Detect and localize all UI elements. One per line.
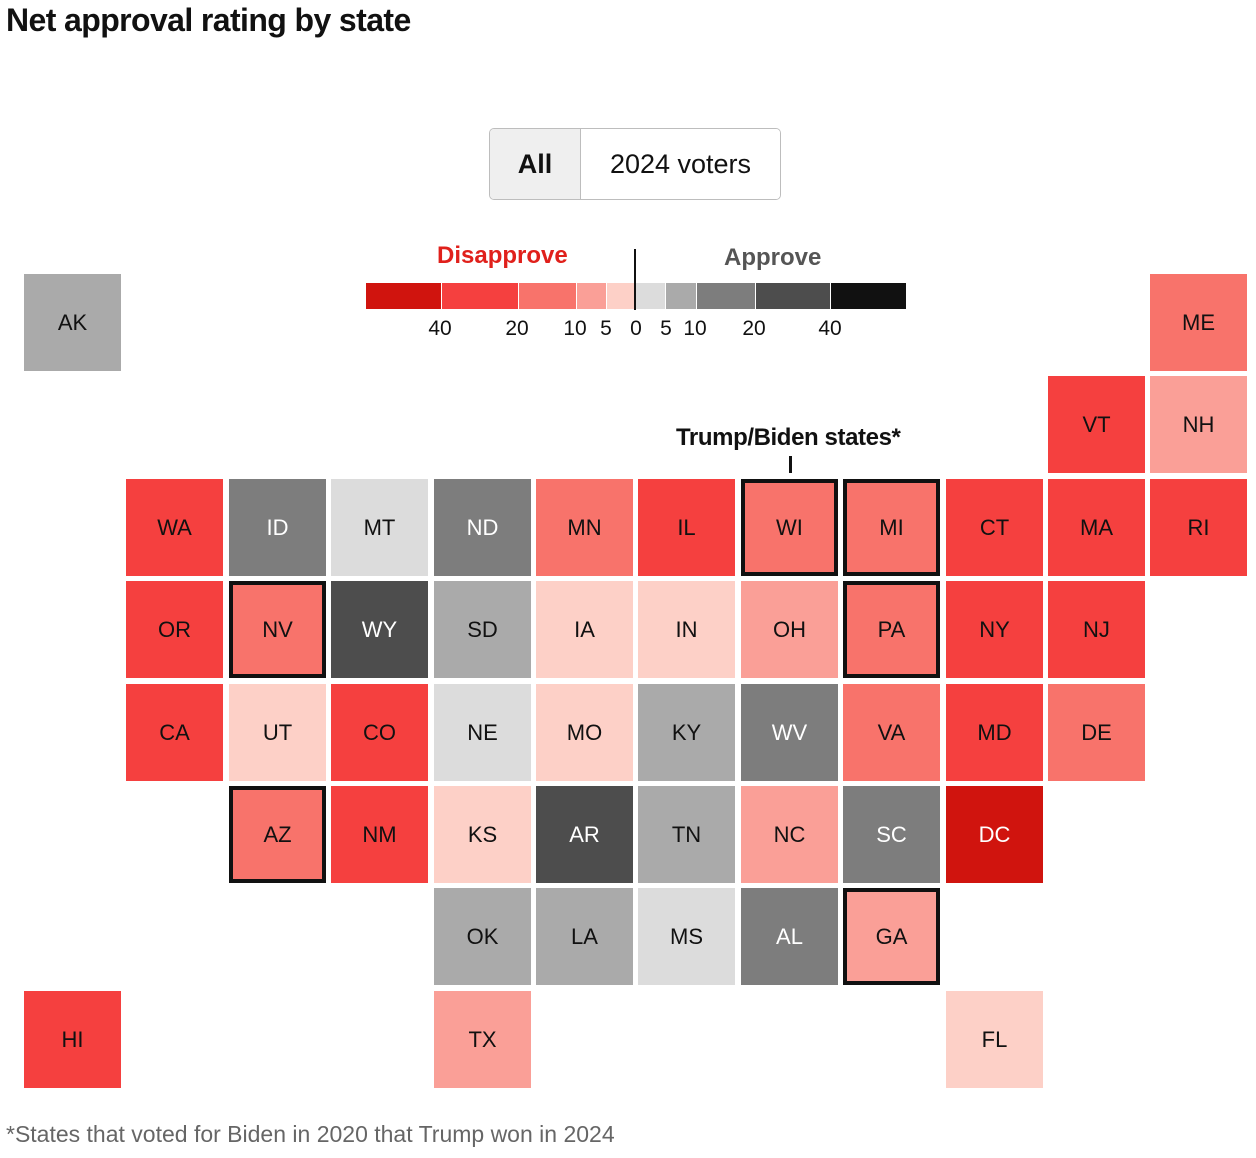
state-tile-ks[interactable]: KS <box>434 786 531 883</box>
state-tile-co[interactable]: CO <box>331 684 428 781</box>
state-tile-nd[interactable]: ND <box>434 479 531 576</box>
legend-swatch-approve <box>831 283 906 309</box>
legend-zero-line <box>634 249 636 310</box>
state-tile-fl[interactable]: FL <box>946 991 1043 1088</box>
state-tile-de[interactable]: DE <box>1048 684 1145 781</box>
state-tile-ms[interactable]: MS <box>638 888 735 985</box>
state-tile-dc[interactable]: DC <box>946 786 1043 883</box>
state-tile-wi[interactable]: WI <box>741 479 838 576</box>
legend-swatch-approve <box>666 283 696 309</box>
state-tile-wv[interactable]: WV <box>741 684 838 781</box>
legend-swatch-disapprove <box>366 283 441 309</box>
state-tile-mt[interactable]: MT <box>331 479 428 576</box>
state-tile-ak[interactable]: AK <box>24 274 121 371</box>
state-tile-sc[interactable]: SC <box>843 786 940 883</box>
state-tile-ia[interactable]: IA <box>536 581 633 678</box>
swing-states-annotation: Trump/Biden states* <box>676 424 901 451</box>
state-tile-sd[interactable]: SD <box>434 581 531 678</box>
population-toggle[interactable]: All 2024 voters <box>489 128 781 200</box>
legend-tick: 10 <box>563 317 587 340</box>
state-tile-pa[interactable]: PA <box>843 581 940 678</box>
state-tile-nh[interactable]: NH <box>1150 376 1247 473</box>
state-tile-or[interactable]: OR <box>126 581 223 678</box>
state-tile-wa[interactable]: WA <box>126 479 223 576</box>
legend-tick: 40 <box>818 317 842 340</box>
legend-swatch-approve <box>636 283 665 309</box>
state-tile-mo[interactable]: MO <box>536 684 633 781</box>
legend-swatch-approve <box>756 283 830 309</box>
state-tile-nj[interactable]: NJ <box>1048 581 1145 678</box>
state-tile-ky[interactable]: KY <box>638 684 735 781</box>
legend-tick: 5 <box>660 317 672 340</box>
state-tile-va[interactable]: VA <box>843 684 940 781</box>
state-tile-nm[interactable]: NM <box>331 786 428 883</box>
state-tile-ok[interactable]: OK <box>434 888 531 985</box>
legend-swatch-disapprove <box>519 283 576 309</box>
state-tile-il[interactable]: IL <box>638 479 735 576</box>
state-tile-ny[interactable]: NY <box>946 581 1043 678</box>
state-tile-nc[interactable]: NC <box>741 786 838 883</box>
legend-tick: 5 <box>600 317 612 340</box>
state-tile-in[interactable]: IN <box>638 581 735 678</box>
state-tile-nv[interactable]: NV <box>229 581 326 678</box>
state-tile-tx[interactable]: TX <box>434 991 531 1088</box>
state-tile-az[interactable]: AZ <box>229 786 326 883</box>
legend-tick: 40 <box>428 317 452 340</box>
state-tile-ga[interactable]: GA <box>843 888 940 985</box>
legend-approve-label: Approve <box>724 244 822 271</box>
state-tile-me[interactable]: ME <box>1150 274 1247 371</box>
legend-tick: 20 <box>742 317 766 340</box>
state-tile-ca[interactable]: CA <box>126 684 223 781</box>
footnote: *States that voted for Biden in 2020 tha… <box>6 1121 615 1147</box>
legend-swatch-disapprove <box>442 283 518 309</box>
chart-title: Net approval rating by state <box>6 2 411 38</box>
state-tile-ri[interactable]: RI <box>1150 479 1247 576</box>
state-tile-wy[interactable]: WY <box>331 581 428 678</box>
legend-tick: 10 <box>683 317 707 340</box>
legend-tick: 20 <box>505 317 529 340</box>
state-tile-ar[interactable]: AR <box>536 786 633 883</box>
state-tile-ct[interactable]: CT <box>946 479 1043 576</box>
state-tile-tn[interactable]: TN <box>638 786 735 883</box>
state-tile-ne[interactable]: NE <box>434 684 531 781</box>
state-tile-ut[interactable]: UT <box>229 684 326 781</box>
state-tile-al[interactable]: AL <box>741 888 838 985</box>
state-tile-md[interactable]: MD <box>946 684 1043 781</box>
state-tile-mn[interactable]: MN <box>536 479 633 576</box>
state-tile-la[interactable]: LA <box>536 888 633 985</box>
legend-tick: 0 <box>630 317 642 340</box>
legend-swatch-disapprove <box>607 283 635 309</box>
state-tile-mi[interactable]: MI <box>843 479 940 576</box>
state-tile-oh[interactable]: OH <box>741 581 838 678</box>
state-tile-vt[interactable]: VT <box>1048 376 1145 473</box>
toggle-2024-voters-button[interactable]: 2024 voters <box>581 129 780 199</box>
legend-disapprove-label: Disapprove <box>437 242 568 269</box>
state-tile-id[interactable]: ID <box>229 479 326 576</box>
toggle-all-button[interactable]: All <box>490 129 581 199</box>
state-tile-ma[interactable]: MA <box>1048 479 1145 576</box>
legend-swatch-disapprove <box>577 283 606 309</box>
state-tile-hi[interactable]: HI <box>24 991 121 1088</box>
legend-swatch-approve <box>697 283 755 309</box>
annotation-leader-line <box>789 456 792 473</box>
